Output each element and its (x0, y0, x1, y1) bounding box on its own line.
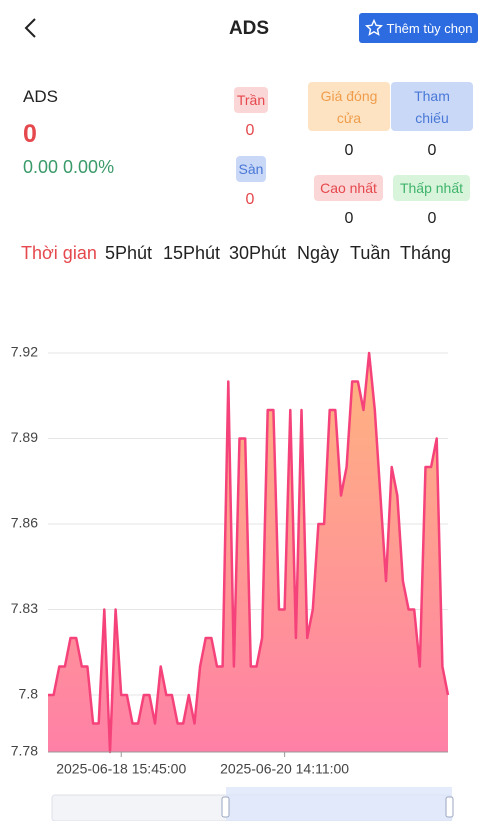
zoom-handle[interactable] (445, 796, 454, 818)
ceiling-label: Trần (234, 87, 268, 113)
y-tick-label: 7.83 (11, 600, 38, 616)
y-tick-label: 7.92 (11, 344, 38, 360)
options-button[interactable]: Thêm tùy chọn (359, 13, 478, 43)
y-tick-label: 7.86 (11, 515, 38, 531)
symbol: ADS (23, 87, 58, 106)
y-tick-label: 7.8 (19, 686, 39, 702)
x-tick-label: 2025-06-20 14:11:00 (220, 761, 349, 777)
high-value: 0 (344, 210, 354, 227)
y-tick-label: 7.89 (11, 429, 38, 445)
change: 0.00 0.00% (23, 157, 115, 177)
tab[interactable]: Thời gian (21, 243, 97, 263)
floor-value: 0 (245, 191, 255, 208)
x-tick-label: 2025-06-18 15:45:00 (56, 761, 186, 777)
zoom-handle[interactable] (221, 796, 230, 818)
low-label: Thấp nhất (393, 175, 470, 201)
high-label: Cao nhất (314, 175, 383, 201)
low-value: 0 (427, 210, 437, 227)
close-label: Giá đóng cửa (308, 82, 390, 131)
tab[interactable]: 15Phút (163, 243, 221, 263)
tab[interactable]: Tháng (400, 243, 452, 263)
floor-label: Sàn (236, 156, 266, 182)
tab[interactable]: 30Phút (229, 243, 287, 263)
tab[interactable]: 5Phút (105, 243, 153, 263)
line (48, 351, 450, 754)
y-tick-label: 7.78 (11, 743, 38, 759)
reference-label: Tham chiếu (391, 82, 473, 131)
tab[interactable]: Ngày (297, 243, 340, 263)
star-icon (364, 19, 383, 36)
tab[interactable]: Tuần (350, 243, 391, 263)
page-title: ADS (228, 18, 270, 39)
ceiling-value: 0 (245, 122, 255, 139)
back-button[interactable] (20, 16, 40, 40)
button-label: Thêm tùy chọn (386, 20, 473, 36)
zoom-window[interactable] (226, 787, 452, 821)
price: 0 (23, 120, 37, 148)
close-value: 0 (344, 142, 354, 159)
reference-value: 0 (427, 142, 437, 159)
